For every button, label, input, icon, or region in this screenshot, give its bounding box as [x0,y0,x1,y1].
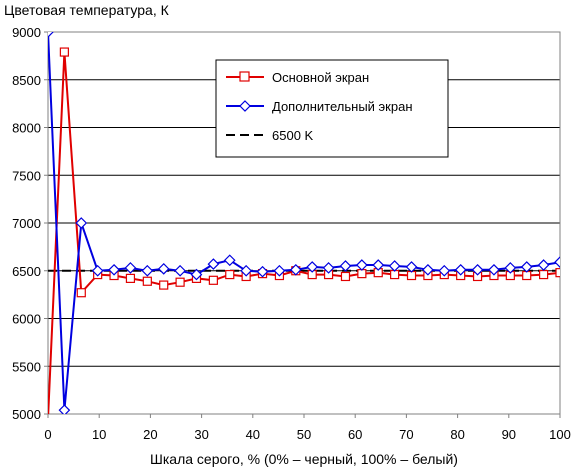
y-tick-labels: 5000 5500 6000 6500 7000 7500 8000 8500 9000 [12,25,48,422]
data-point-diamond [124,262,137,274]
data-point-square [175,277,185,287]
data-point-diamond [207,258,220,270]
data-point-diamond [273,264,286,277]
legend-label-reference: 6500 K [272,128,314,143]
data-point-diamond [256,265,269,278]
data-point-square [225,269,235,280]
data-point-diamond [75,217,88,229]
data-point-diamond [174,264,186,277]
series-1 [48,32,560,414]
y-tick-label: 7000 [12,216,41,231]
data-point-square [142,276,152,286]
data-point-diamond [554,256,560,269]
data-point-diamond [157,262,170,275]
y-tick-label: 7500 [12,168,41,183]
data-point-diamond [537,259,550,271]
data-point-square [555,268,560,278]
chart-title: Цветовая температура, К [4,2,170,18]
data-point-square [76,288,86,298]
data-point-diamond [223,254,236,267]
data-point-diamond [520,261,533,273]
data-point-square [59,47,69,57]
data-point-diamond [48,32,54,38]
data-point-square [125,273,136,283]
x-tick-label: 80 [450,427,464,442]
data-point-diamond [141,264,154,277]
x-tick-label: 0 [44,427,51,442]
x-tick-label: 20 [143,427,157,442]
data-point-diamond [454,263,467,276]
data-point-square [340,271,351,282]
x-tick-label: 60 [348,427,362,442]
data-point-diamond [91,264,104,277]
x-tick-label: 100 [549,427,571,442]
data-point-diamond [504,262,517,274]
x-tick-label: 90 [502,427,516,442]
x-tick-label: 50 [297,427,311,442]
x-tick-label: 40 [246,427,260,442]
y-tick-label: 8500 [12,73,41,88]
data-point-diamond [356,259,368,271]
legend-label-main: Основной экран [272,70,369,85]
data-point-diamond [471,263,484,276]
data-point-square [539,269,549,280]
legend-marker-main [239,71,250,82]
data-point-diamond [108,263,120,276]
data-point-diamond [58,404,71,414]
x-axis-label: Шкала серого, % (0% – черный, 100% – бел… [150,451,458,467]
x-tick-label: 30 [194,427,208,442]
data-point-diamond [339,260,352,272]
data-point-diamond [372,259,385,271]
y-tick-label: 5000 [12,407,41,422]
data-point-diamond [322,262,335,274]
data-point-diamond [438,264,451,277]
legend: Основной экран Дополнительный экран 6500… [215,59,449,158]
series-layer [48,32,560,414]
legend-label-secondary: Дополнительный экран [272,99,413,114]
data-point-diamond [405,261,418,273]
y-tick-label: 5500 [12,359,41,374]
x-tick-labels: 0 10 20 30 40 50 60 70 80 90 100 [44,414,571,442]
data-point-diamond [306,261,319,273]
legend-marker-secondary [239,100,251,112]
data-point-square [159,280,169,290]
data-point-diamond [422,263,434,276]
y-tick-label: 9000 [12,25,41,40]
data-point-diamond [388,260,401,272]
data-point-diamond [240,264,252,277]
x-tick-label: 70 [399,427,413,442]
data-point-diamond [488,263,500,276]
data-point-diamond [289,263,302,276]
y-tick-label: 8000 [12,121,41,136]
x-tick-label: 10 [92,427,106,442]
y-tick-label: 6500 [12,264,41,279]
data-point-square [208,275,218,285]
data-point-diamond [190,268,203,281]
y-tick-label: 6000 [12,312,41,327]
